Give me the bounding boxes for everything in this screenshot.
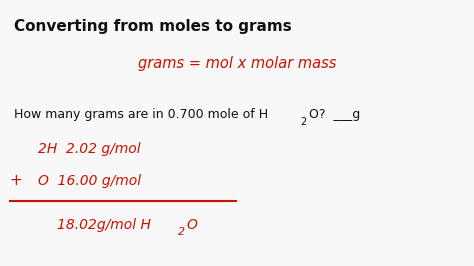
Text: 2: 2 <box>178 227 185 237</box>
Text: 18.02g/mol H: 18.02g/mol H <box>57 218 151 232</box>
Text: 2: 2 <box>300 117 306 127</box>
Text: Converting from moles to grams: Converting from moles to grams <box>14 19 292 34</box>
Text: 2H  2.02 g/mol: 2H 2.02 g/mol <box>38 142 141 156</box>
Text: O  16.00 g/mol: O 16.00 g/mol <box>38 174 141 188</box>
Text: O: O <box>186 218 197 232</box>
Text: grams = mol x molar mass: grams = mol x molar mass <box>138 56 336 71</box>
Text: How many grams are in 0.700 mole of H: How many grams are in 0.700 mole of H <box>14 108 268 121</box>
Text: +: + <box>9 173 22 188</box>
Text: O?  ___g: O? ___g <box>309 108 360 121</box>
